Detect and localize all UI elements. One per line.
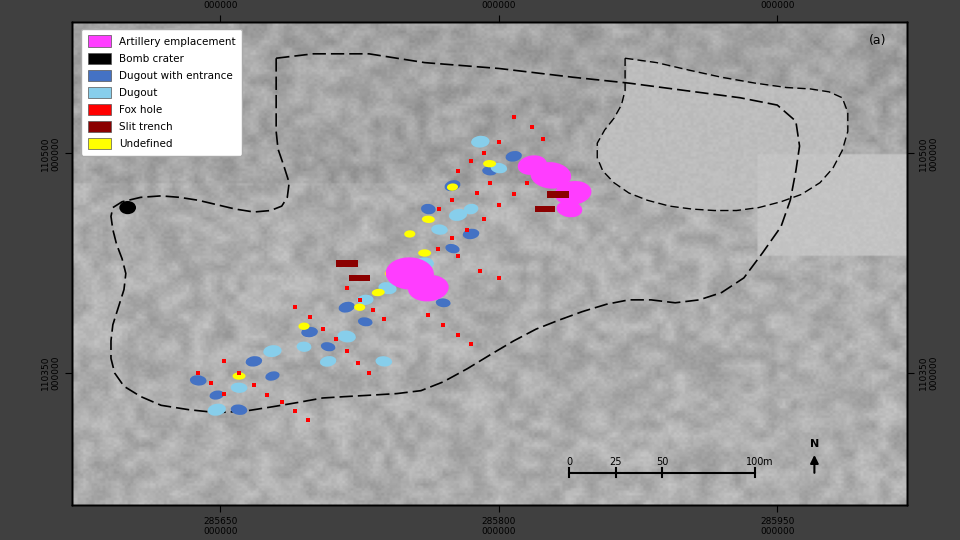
Ellipse shape — [386, 258, 434, 289]
Legend: Artillery emplacement, Bomb crater, Dugout with entrance, Dugout, Fox hole, Slit: Artillery emplacement, Bomb crater, Dugo… — [82, 29, 242, 156]
Ellipse shape — [232, 373, 246, 380]
Ellipse shape — [483, 160, 496, 167]
Ellipse shape — [464, 204, 478, 214]
Ellipse shape — [557, 201, 582, 217]
Ellipse shape — [421, 204, 436, 214]
Ellipse shape — [230, 383, 248, 393]
Ellipse shape — [339, 302, 355, 313]
Ellipse shape — [471, 136, 490, 147]
Ellipse shape — [416, 258, 434, 269]
Ellipse shape — [419, 249, 431, 256]
Ellipse shape — [401, 273, 418, 283]
Ellipse shape — [354, 303, 365, 311]
Ellipse shape — [445, 244, 460, 253]
Ellipse shape — [447, 184, 458, 191]
Ellipse shape — [301, 327, 318, 338]
Text: N: N — [810, 439, 819, 449]
Text: 25: 25 — [610, 457, 622, 467]
Ellipse shape — [358, 318, 372, 326]
Ellipse shape — [378, 282, 396, 294]
Ellipse shape — [263, 345, 281, 357]
Ellipse shape — [404, 230, 416, 238]
Ellipse shape — [531, 162, 571, 188]
Text: 100: 100 — [746, 457, 764, 467]
Ellipse shape — [299, 322, 309, 330]
Bar — [349, 275, 370, 281]
Ellipse shape — [372, 289, 385, 296]
Bar — [535, 206, 556, 212]
Ellipse shape — [436, 298, 450, 307]
Ellipse shape — [517, 156, 547, 175]
Ellipse shape — [482, 166, 497, 176]
Ellipse shape — [246, 356, 262, 367]
Text: 50: 50 — [656, 457, 668, 467]
Ellipse shape — [321, 342, 335, 352]
Bar — [336, 260, 358, 267]
Ellipse shape — [555, 181, 591, 205]
Ellipse shape — [421, 215, 435, 223]
Text: m: m — [762, 457, 772, 467]
Ellipse shape — [320, 356, 336, 367]
Ellipse shape — [431, 225, 447, 235]
Text: (a): (a) — [869, 33, 886, 46]
Ellipse shape — [385, 270, 397, 277]
Ellipse shape — [265, 372, 279, 381]
Ellipse shape — [491, 163, 507, 173]
Ellipse shape — [375, 356, 392, 367]
Ellipse shape — [506, 151, 522, 161]
Ellipse shape — [190, 375, 206, 386]
Ellipse shape — [119, 201, 136, 214]
Ellipse shape — [463, 229, 479, 239]
Ellipse shape — [449, 209, 468, 221]
Ellipse shape — [209, 390, 224, 400]
Ellipse shape — [338, 330, 356, 342]
Text: 0: 0 — [566, 457, 572, 467]
Ellipse shape — [207, 404, 226, 416]
Ellipse shape — [357, 295, 373, 305]
Ellipse shape — [297, 342, 311, 352]
Ellipse shape — [230, 404, 248, 415]
Ellipse shape — [444, 180, 461, 191]
Ellipse shape — [408, 275, 448, 301]
Ellipse shape — [420, 280, 437, 291]
Bar — [547, 191, 569, 198]
